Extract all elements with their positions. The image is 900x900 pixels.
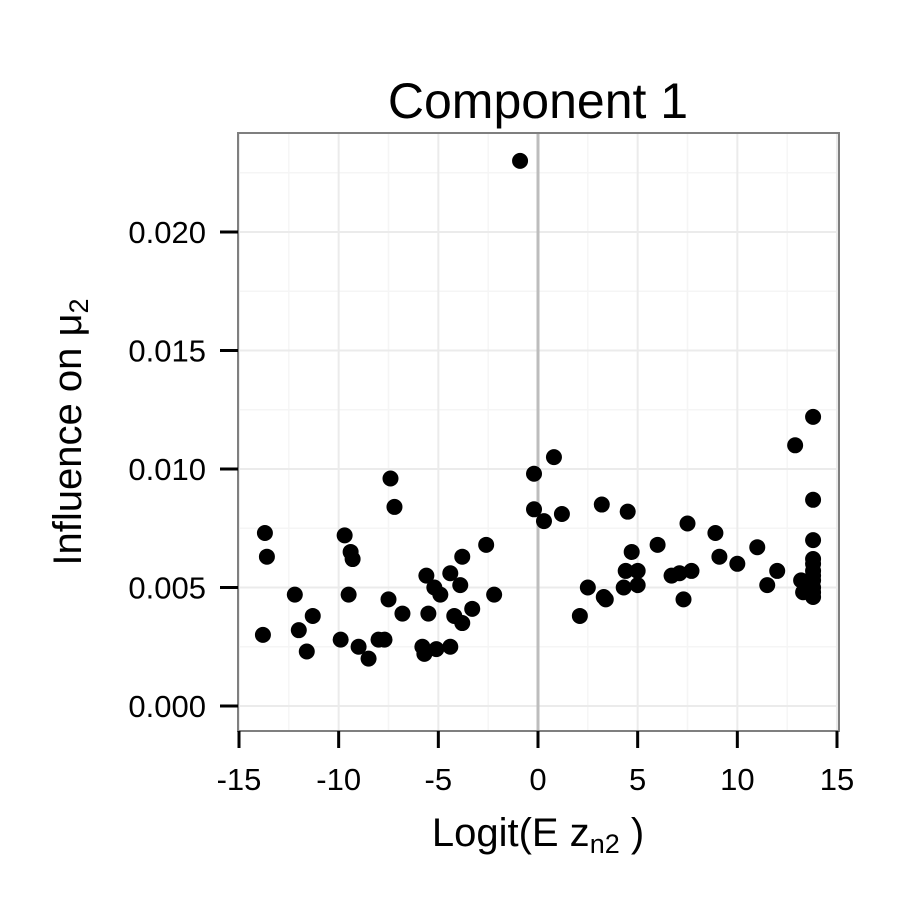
chart-title: Component 1 (388, 73, 688, 129)
data-point (545, 449, 562, 466)
data-point (679, 515, 696, 532)
data-point (619, 503, 636, 520)
x-axis-title-suffix: ) (620, 811, 644, 855)
data-point (454, 615, 471, 632)
data-point (420, 605, 437, 622)
data-point (254, 626, 271, 643)
data-point (512, 152, 529, 169)
data-point (394, 605, 411, 622)
data-point (428, 641, 445, 658)
x-tick-label: -5 (425, 762, 453, 797)
data-point (675, 591, 692, 608)
data-point (376, 631, 393, 648)
data-point (526, 501, 543, 518)
data-point (486, 586, 503, 603)
data-point (729, 555, 746, 572)
data-point (298, 643, 315, 660)
data-point (382, 470, 399, 487)
x-tick-label: 10 (720, 762, 754, 797)
y-tick-label: 0.020 (128, 215, 206, 250)
data-point (629, 577, 646, 594)
y-tick-label: 0.015 (128, 334, 206, 369)
data-point (386, 498, 403, 515)
data-point (442, 565, 459, 582)
data-point (442, 638, 459, 655)
data-point (579, 579, 596, 596)
y-axis-title: Influence on μ2 (46, 298, 94, 565)
x-tick-label: 15 (820, 762, 854, 797)
data-point (593, 496, 610, 513)
data-point (344, 551, 361, 568)
x-axis-title-subscript: n2 (590, 829, 620, 859)
data-point (478, 536, 495, 553)
y-tick-label: 0.010 (128, 452, 206, 487)
x-tick-label: -15 (217, 762, 262, 797)
data-point (615, 579, 632, 596)
data-point (805, 408, 822, 425)
data-point (553, 506, 570, 523)
data-point (749, 539, 766, 556)
data-point (418, 567, 435, 584)
data-point (464, 600, 481, 617)
data-point (629, 562, 646, 579)
data-point (258, 548, 275, 565)
data-point (759, 577, 776, 594)
data-point (711, 548, 728, 565)
y-axis-title-subscript: 2 (64, 298, 94, 313)
data-point (452, 577, 469, 594)
data-point (304, 607, 321, 624)
data-point (454, 548, 471, 565)
data-point (286, 586, 303, 603)
x-tick-label: 5 (629, 762, 646, 797)
data-point (617, 562, 634, 579)
data-point (805, 588, 822, 605)
x-axis-title: Logit(E zn2 ) (432, 811, 644, 859)
data-point (571, 607, 588, 624)
y-tick-label: 0.000 (128, 689, 206, 724)
x-axis-title-main: Logit(E z (432, 811, 590, 855)
data-point (336, 527, 353, 544)
data-point (380, 591, 397, 608)
data-point (332, 631, 349, 648)
data-point (769, 562, 786, 579)
y-axis-title-main: Influence on μ (46, 313, 90, 565)
x-tick-label: -10 (316, 762, 361, 797)
data-point (360, 650, 377, 667)
data-point (340, 586, 357, 603)
data-point (256, 524, 273, 541)
data-point (432, 586, 449, 603)
x-tick-label: 0 (529, 762, 546, 797)
data-point (805, 491, 822, 508)
data-point (787, 437, 804, 454)
data-point (350, 638, 367, 655)
data-point (526, 465, 543, 482)
x-axis: -15 -10 -5 0 5 10 15 (217, 731, 854, 797)
y-axis: 0.000 0.005 0.010 0.015 0.020 (128, 215, 238, 724)
data-point (683, 562, 700, 579)
data-point (597, 591, 614, 608)
data-point (535, 513, 552, 530)
data-point (671, 565, 688, 582)
data-point (805, 532, 822, 549)
data-point (290, 622, 307, 639)
data-point (707, 524, 724, 541)
data-point (649, 536, 666, 553)
y-tick-label: 0.005 (128, 571, 206, 606)
data-point (623, 543, 640, 560)
data-points (254, 152, 822, 667)
